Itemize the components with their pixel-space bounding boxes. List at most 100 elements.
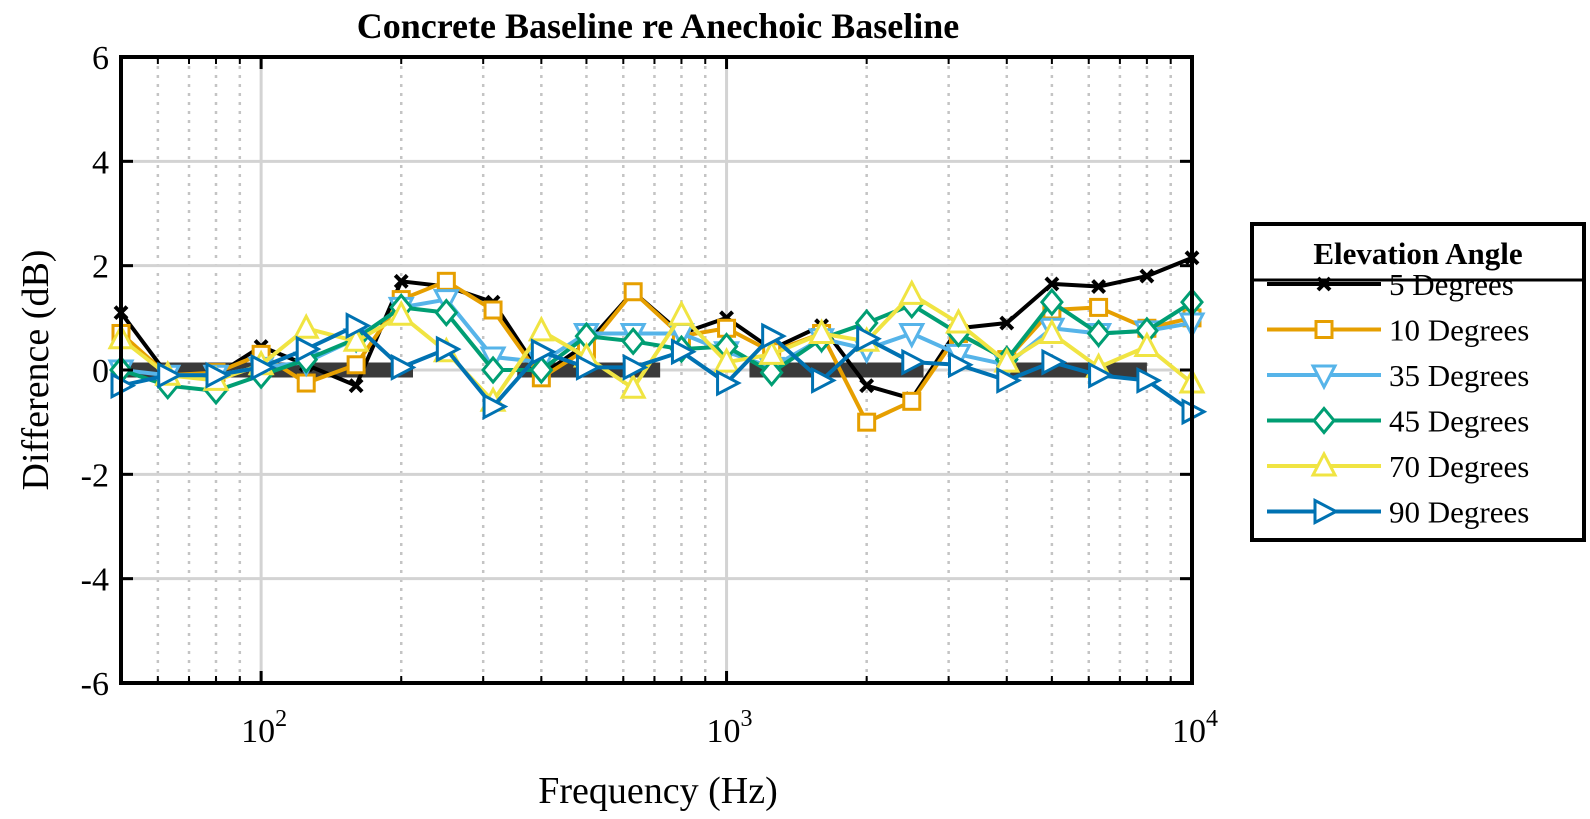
x-tick-label-exponent: 2 (275, 706, 287, 732)
data-point (1086, 319, 1111, 348)
legend-swatch-marker (1314, 320, 1334, 339)
legend-label: 90 Degrees (1389, 495, 1529, 530)
legend: Elevation Angle 5 Degrees 10 Degrees 35 De… (1250, 222, 1586, 542)
data-point (761, 322, 787, 350)
data-point (482, 393, 509, 420)
x-tick-label: 103 (707, 706, 753, 750)
x-tick-label-base: 10 (241, 713, 275, 750)
y-tick-label: -2 (81, 457, 109, 494)
legend-item-2: 10 Degrees (1267, 313, 1529, 348)
marker-stroke (999, 315, 1015, 331)
data-point (342, 326, 370, 352)
y-tick-label: -6 (81, 666, 109, 703)
marker-stroke (1316, 276, 1332, 292)
data-point (1091, 279, 1107, 294)
data-point (947, 351, 974, 379)
data-point (296, 373, 316, 393)
data-point (759, 358, 784, 387)
x-tick-label: 104 (1172, 706, 1218, 750)
data-point (716, 369, 742, 397)
legend-swatch-marker (1312, 406, 1336, 435)
data-point (993, 346, 1021, 373)
data-point (622, 353, 649, 381)
data-point (856, 325, 882, 353)
x-tick-label-base: 10 (1172, 713, 1206, 750)
legend-items: 5 Degrees 10 Degrees 35 Degrees 45 Degrees 7… (1267, 267, 1529, 530)
data-point (670, 338, 697, 366)
legend-item-4: 45 Degrees (1267, 404, 1529, 439)
marker-stroke (348, 378, 364, 394)
data-point (898, 322, 926, 349)
data-point (713, 346, 741, 373)
legend-swatch-marker (1313, 498, 1340, 525)
data-point (999, 315, 1015, 331)
data-point (295, 335, 322, 363)
x-tick-label-base: 10 (707, 713, 741, 750)
data-point (1038, 318, 1066, 344)
data-point (859, 378, 875, 394)
marker-stroke (859, 378, 875, 394)
legend-label: 45 Degrees (1389, 404, 1529, 439)
data-point (387, 299, 415, 326)
data-point (250, 353, 277, 381)
data-point (857, 412, 877, 432)
legend-item-1: 5 Degrees (1267, 267, 1514, 302)
legend-title: Elevation Angle (1313, 236, 1522, 271)
legend-label: 5 Degrees (1389, 267, 1514, 302)
legend-swatch-marker (1310, 364, 1338, 391)
legend-item-5: 70 Degrees (1267, 449, 1529, 484)
data-series (107, 250, 1208, 432)
data-point (901, 348, 928, 376)
data-point (1088, 361, 1114, 389)
legend-item-3: 35 Degrees (1267, 358, 1529, 393)
data-point (1136, 366, 1163, 394)
data-point (1133, 331, 1161, 358)
data-point (530, 338, 557, 366)
data-point (348, 378, 364, 394)
data-point (1089, 297, 1109, 317)
data-point (623, 282, 643, 302)
data-point (481, 355, 506, 385)
data-point (157, 361, 183, 389)
marker-stroke (1139, 268, 1155, 284)
legend-box (1250, 222, 1586, 542)
series-6 (110, 312, 1208, 426)
data-point (898, 279, 926, 305)
marker-stroke (393, 273, 409, 289)
data-point (527, 315, 555, 342)
legend-label: 10 Degrees (1389, 313, 1529, 348)
x-tick-label: 102 (241, 706, 287, 750)
y-tick-label: 6 (92, 40, 109, 77)
data-point (436, 271, 456, 291)
data-point (619, 373, 647, 399)
x-tick-label-exponent: 3 (741, 706, 753, 732)
data-point (808, 318, 836, 344)
data-point (483, 300, 503, 320)
y-tick-label: -4 (81, 562, 109, 599)
data-point (346, 355, 366, 375)
data-point (1041, 348, 1068, 376)
data-point (1139, 268, 1155, 284)
chart-title: Concrete Baseline re Anechoic Baseline (357, 6, 960, 46)
data-point (434, 298, 459, 327)
data-point (902, 391, 922, 411)
data-point (292, 313, 320, 339)
data-point (1039, 287, 1064, 317)
data-point (811, 366, 837, 394)
data-point (667, 299, 695, 326)
data-point (205, 361, 232, 389)
x-tick-label-exponent: 4 (1206, 706, 1218, 732)
data-point (435, 335, 462, 363)
data-point (945, 307, 972, 334)
data-point (996, 366, 1023, 394)
data-point (345, 312, 372, 340)
data-point (1044, 276, 1060, 292)
legend-item-6: 90 Degrees (1267, 495, 1529, 530)
data-point (575, 353, 602, 381)
legend-swatch-marker (1310, 450, 1338, 477)
data-point (758, 339, 786, 365)
data-point (529, 355, 554, 385)
data-point (393, 273, 409, 289)
